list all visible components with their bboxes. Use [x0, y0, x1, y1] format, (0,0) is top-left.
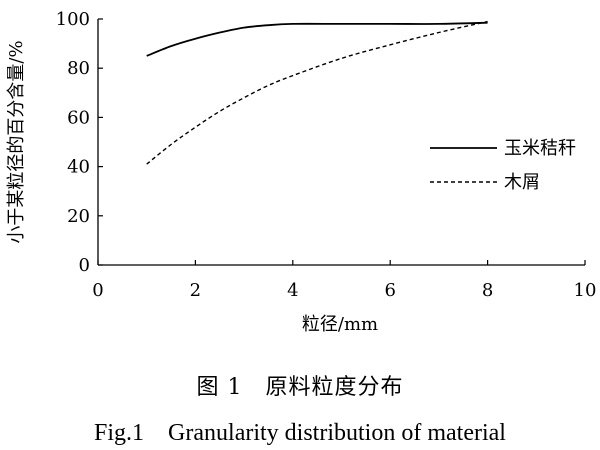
- figure-caption-en: Fig.1 Granularity distribution of materi…: [94, 420, 506, 446]
- x-axis-label: 粒径/mm: [302, 314, 378, 335]
- figure-caption-cn: 图 1 原料粒度分布: [197, 375, 404, 400]
- legend-label-1: 玉米秸秆: [504, 138, 576, 159]
- series-layer: [146, 20, 488, 165]
- legend-label-2: 木屑: [504, 172, 540, 193]
- y-tick-label: 60: [67, 107, 90, 128]
- x-tick-label: 10: [574, 280, 597, 301]
- series-line-1: [146, 21, 488, 57]
- axes: 0 20 40 60 80 100 0 2 4 6 8 10: [56, 9, 597, 301]
- series-line-2: [146, 20, 488, 165]
- y-tick-label: 100: [56, 9, 90, 30]
- x-tick-label: 8: [482, 280, 493, 301]
- y-tick-label: 20: [67, 206, 90, 227]
- x-tick-label: 6: [384, 280, 395, 301]
- y-tick-label: 80: [67, 58, 90, 79]
- y-axis-label: 小于某粒径的百分含量/%: [6, 40, 27, 243]
- x-tick-label: 0: [92, 280, 103, 301]
- x-tick-label: 2: [190, 280, 201, 301]
- y-tick-label: 40: [67, 157, 90, 178]
- x-tick-label: 4: [287, 280, 298, 301]
- y-tick-label: 0: [79, 255, 90, 276]
